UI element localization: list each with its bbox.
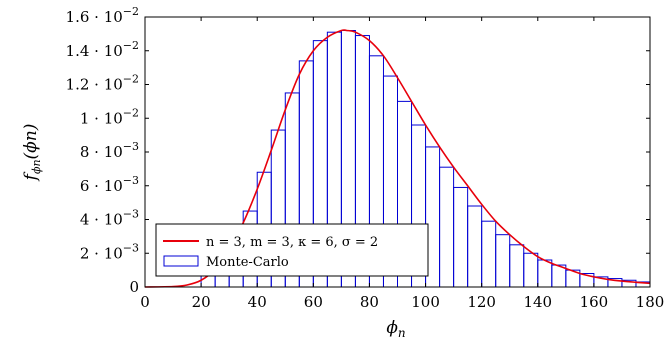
legend-label-model: n = 3, m = 3, κ = 6, σ = 2 [206,235,378,250]
y-axis: 0 2 · 10−3 4 · 10−3 6 · 10−3 8 · 10−3 1 · 10−… [66,5,650,296]
histogram-bar [467,205,483,288]
x-tick-label: 120 [467,293,496,311]
y-tick-label: 1.6 · 10−2 [66,5,139,26]
y-axis-label-main: f [21,171,41,182]
y-tick-label: 1.2 · 10−2 [66,73,139,94]
pdf-curve-group [144,29,651,288]
x-tick-label: 100 [411,293,440,311]
x-tick-label: 60 [304,293,323,311]
histogram-bar [495,234,511,288]
legend: n = 3, m = 3, κ = 6, σ = 2 Monte-Carlo [155,223,429,277]
histogram-bar [439,166,455,288]
y-axis-label: fϕn(ϕn) [21,124,43,183]
x-tick-label: 0 [140,293,150,311]
y-tick-label: 1 · 10−2 [80,106,139,127]
x-axis-label: ϕn [386,318,405,340]
histogram-bar [453,186,469,288]
y-tick-label: 2 · 10−3 [80,241,139,262]
x-tick-label: 180 [636,293,665,311]
histogram-bar [537,259,553,288]
histogram-bar [509,244,525,288]
x-tick-label: 140 [523,293,552,311]
x-axis-label-sub: n [398,326,406,340]
histogram-bar [481,220,497,288]
y-tick-label: 6 · 10−3 [80,174,139,195]
x-tick-label: 160 [580,293,609,311]
x-tick-label: 20 [192,293,211,311]
histogram-bar [523,252,539,288]
pdf-curve [144,29,651,288]
x-axis-label-main: ϕ [386,318,398,338]
y-axis-label-arg: (ϕn) [21,124,41,160]
legend-box [155,223,429,277]
legend-box-swatch [163,255,199,267]
y-axis-label-sub: ϕn [30,159,43,174]
legend-label-montecarlo: Monte-Carlo [206,255,289,270]
x-tick-label: 80 [360,293,379,311]
x-tick-label: 40 [248,293,267,311]
y-tick-label: 1.4 · 10−2 [66,39,139,60]
y-tick-label: 8 · 10−3 [80,140,139,161]
y-tick-label: 4 · 10−3 [80,208,139,229]
y-tick-label: 0 [129,278,139,296]
x-axis: 0 20 40 60 80 100 120 140 160 180 [140,17,664,311]
